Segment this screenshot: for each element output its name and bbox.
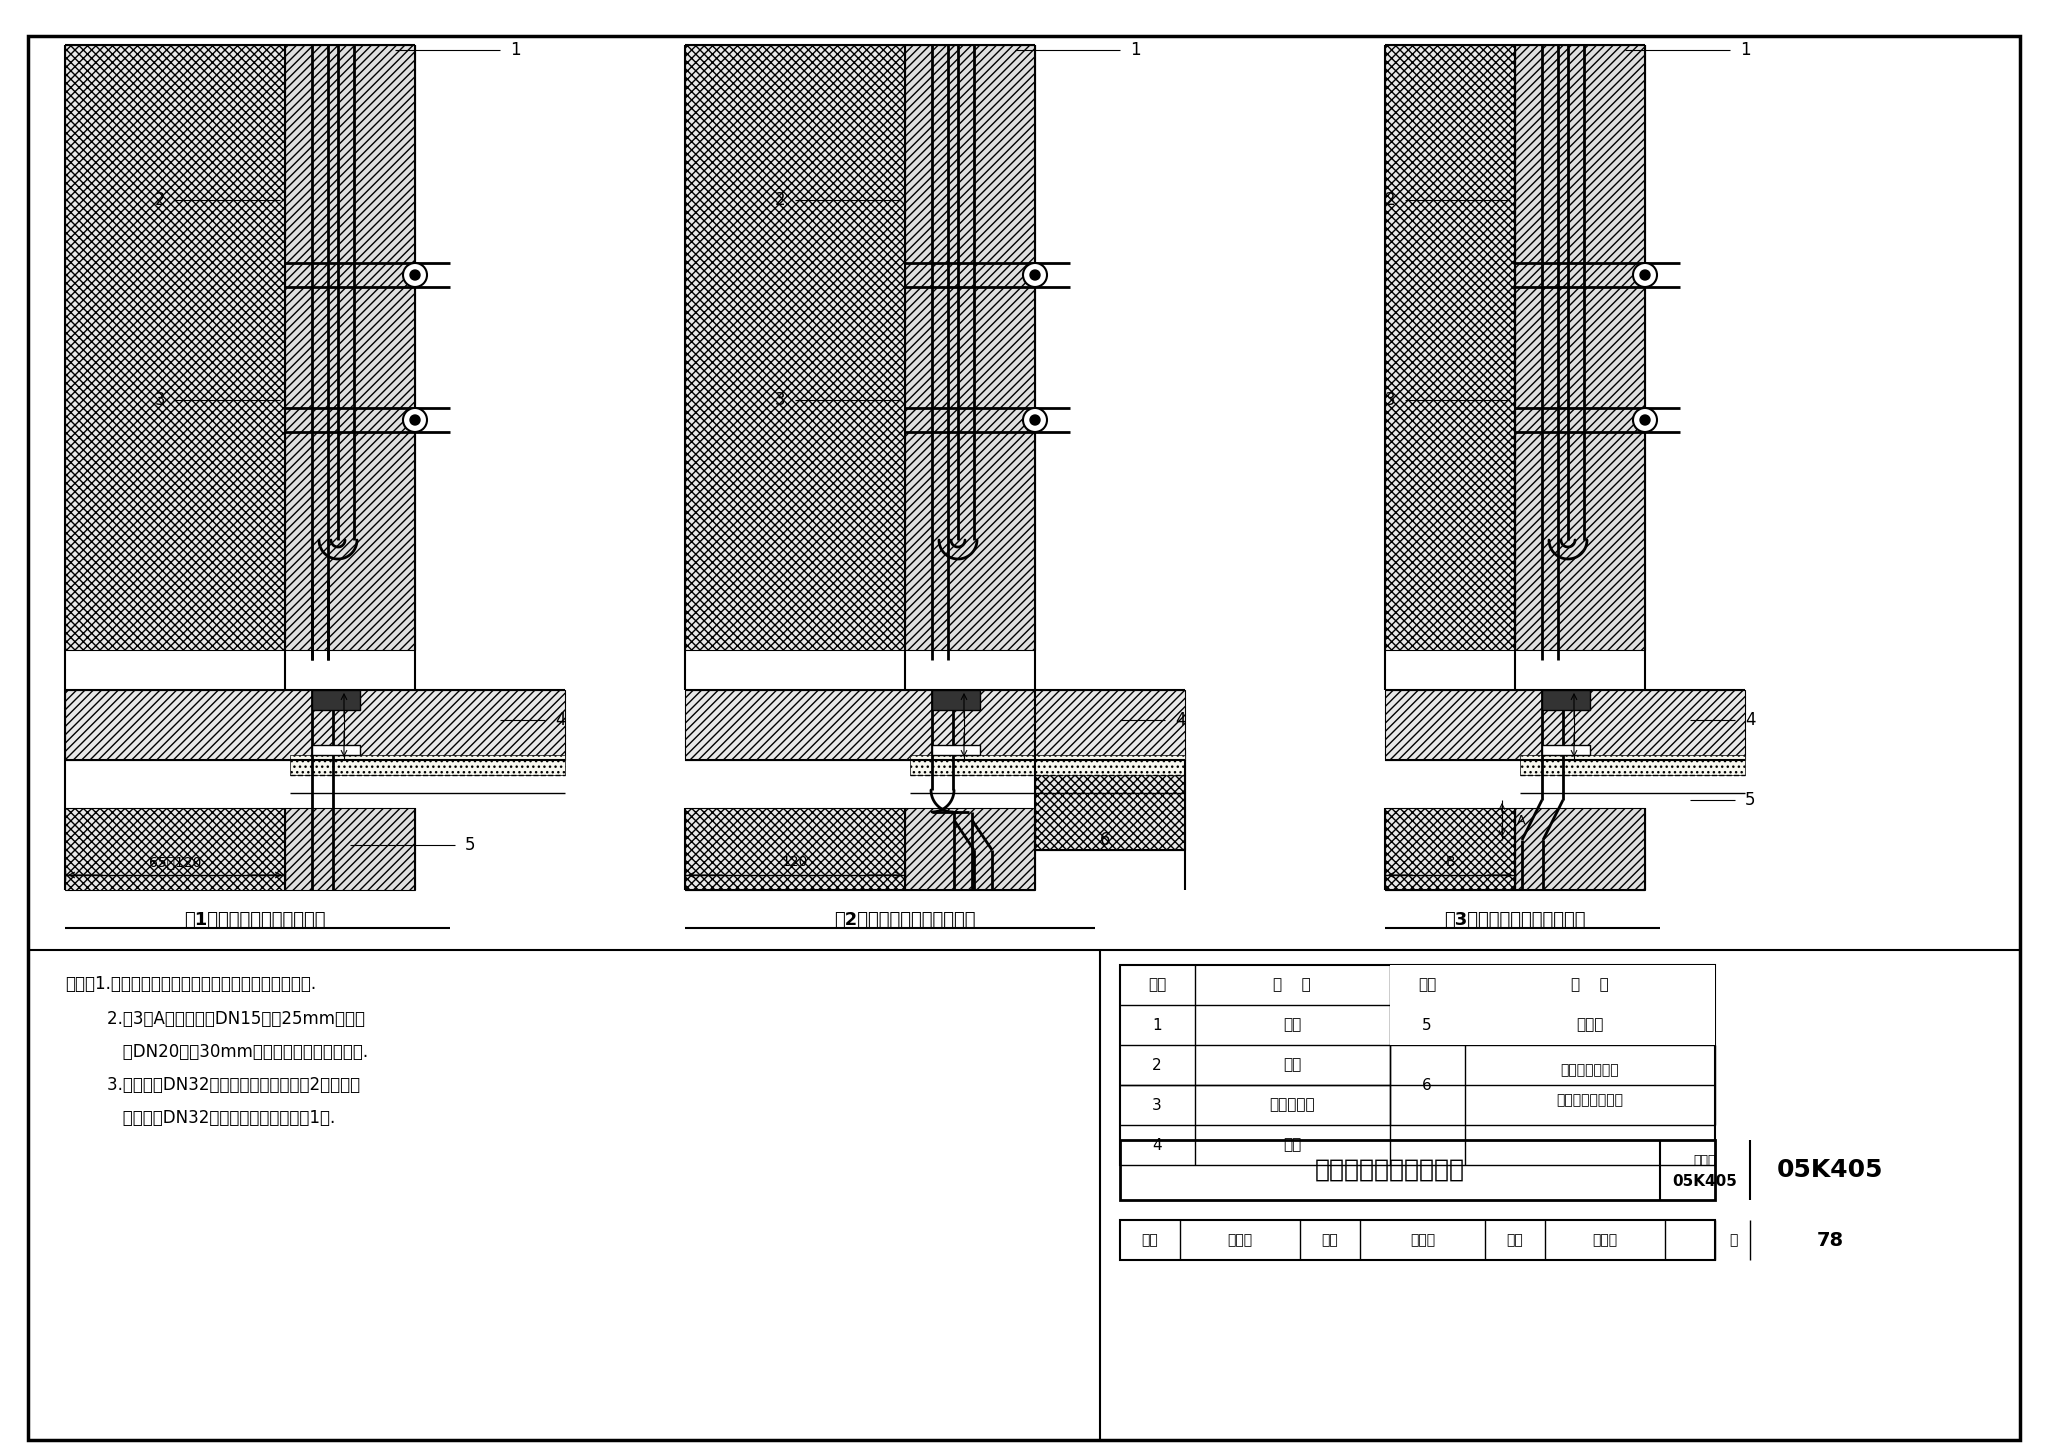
Text: 3: 3: [1153, 1098, 1161, 1112]
Text: 楼板: 楼板: [1282, 1137, 1300, 1153]
Text: 2.图3中A值：管径为DN15时取25mm，管径: 2.图3中A值：管径为DN15时取25mm，管径: [66, 1011, 365, 1028]
Text: 说明：1.当弯头处有热补偿要求时应采用褶套代替管件.: 说明：1.当弯头处有热补偿要求时应采用褶套代替管件.: [66, 974, 315, 993]
Text: 4: 4: [1176, 711, 1186, 729]
Bar: [1120, 1140, 1714, 1199]
Bar: [285, 807, 416, 890]
Text: 或聚氨酯现场发泡: 或聚氨酯现场发泡: [1556, 1093, 1624, 1106]
Text: 劳逸民: 劳逸民: [1411, 1233, 1436, 1247]
Circle shape: [1030, 415, 1040, 425]
Text: 2: 2: [774, 192, 784, 209]
Text: 1: 1: [1741, 41, 1751, 60]
Circle shape: [1632, 263, 1657, 287]
Circle shape: [1030, 270, 1040, 280]
Text: 4: 4: [1153, 1137, 1161, 1153]
Text: 校对: 校对: [1321, 1233, 1339, 1247]
Bar: [1516, 45, 1645, 650]
Circle shape: [410, 270, 420, 280]
Text: 3.管径小于DN32时穿楼板处套管大管径2号，管径: 3.管径小于DN32时穿楼板处套管大管径2号，管径: [66, 1076, 360, 1093]
Text: 3: 3: [1384, 391, 1395, 409]
Text: 胡建丽: 胡建丽: [1593, 1233, 1618, 1247]
Text: 4: 4: [555, 711, 565, 729]
Text: 页: 页: [1729, 1233, 1737, 1247]
Circle shape: [1640, 415, 1651, 425]
Bar: [311, 745, 360, 755]
Text: B: B: [1446, 855, 1454, 868]
Text: 图3：散热器与立管错位连接: 图3：散热器与立管错位连接: [1444, 910, 1585, 929]
Text: 为DN20时取30mm，必要时应考虑结构梁高.: 为DN20时取30mm，必要时应考虑结构梁高.: [66, 1043, 369, 1061]
Text: 3: 3: [774, 391, 784, 409]
Text: 1: 1: [1130, 41, 1141, 60]
Bar: [66, 690, 565, 759]
Text: 05K405: 05K405: [1778, 1159, 1884, 1182]
Text: 外墙外保温: 外墙外保温: [1270, 1098, 1315, 1112]
Text: 立管错位的散热器连接: 立管错位的散热器连接: [1315, 1159, 1464, 1182]
Bar: [1384, 807, 1516, 890]
Text: 饰面: 饰面: [1282, 1018, 1300, 1032]
Text: 120: 120: [782, 855, 809, 868]
Circle shape: [410, 415, 420, 425]
Text: 件号: 件号: [1417, 977, 1436, 993]
Bar: [1542, 690, 1589, 710]
Bar: [1384, 690, 1745, 759]
Circle shape: [403, 408, 426, 433]
Text: 同外墙保温材料: 同外墙保温材料: [1561, 1063, 1620, 1077]
Text: 4: 4: [1745, 711, 1755, 729]
Bar: [1391, 966, 1714, 1045]
Text: 05K405: 05K405: [1673, 1175, 1737, 1189]
Text: 图集号: 图集号: [1694, 1153, 1716, 1166]
Bar: [1034, 751, 1186, 849]
Bar: [905, 807, 1034, 890]
Bar: [291, 755, 565, 775]
Text: 1: 1: [510, 41, 520, 60]
Bar: [909, 755, 1186, 775]
Circle shape: [1024, 408, 1047, 433]
Bar: [905, 45, 1034, 650]
Text: 5: 5: [1745, 791, 1755, 809]
Text: 大于等于DN32时，套管直径大管径的1号.: 大于等于DN32时，套管直径大管径的1号.: [66, 1109, 336, 1127]
Text: 审核: 审核: [1141, 1233, 1159, 1247]
Text: 2: 2: [1153, 1057, 1161, 1073]
Bar: [1120, 1220, 1714, 1260]
Text: 6: 6: [1100, 831, 1110, 849]
Circle shape: [1632, 408, 1657, 433]
Text: 3: 3: [154, 391, 166, 409]
Text: 1: 1: [1153, 1018, 1161, 1032]
Text: 名    称: 名 称: [1571, 977, 1610, 993]
Circle shape: [1024, 263, 1047, 287]
Bar: [932, 745, 981, 755]
Text: A: A: [1518, 813, 1526, 826]
Bar: [311, 690, 360, 710]
Text: 件号: 件号: [1147, 977, 1165, 993]
Circle shape: [1640, 270, 1651, 280]
Text: 6: 6: [1421, 1077, 1432, 1092]
Text: 钢套管: 钢套管: [1577, 1018, 1604, 1032]
Text: 5: 5: [1421, 1018, 1432, 1032]
Bar: [1542, 745, 1589, 755]
Text: 5: 5: [465, 836, 475, 854]
Text: 墙体: 墙体: [1282, 1057, 1300, 1073]
Bar: [1516, 807, 1645, 890]
Text: 65～120: 65～120: [150, 855, 201, 868]
Text: 2: 2: [1384, 192, 1395, 209]
Bar: [684, 807, 905, 890]
Text: 2: 2: [154, 192, 166, 209]
Bar: [684, 690, 1186, 759]
Bar: [1384, 45, 1516, 650]
Bar: [66, 45, 285, 650]
Bar: [1520, 755, 1745, 775]
Text: 设计: 设计: [1507, 1233, 1524, 1247]
Bar: [684, 45, 905, 650]
Bar: [66, 807, 285, 890]
Text: 图1：散热器与立管错位连接: 图1：散热器与立管错位连接: [184, 910, 326, 929]
Bar: [932, 690, 981, 710]
Text: 图2：散热器与立管错位连接: 图2：散热器与立管错位连接: [834, 910, 975, 929]
Circle shape: [403, 263, 426, 287]
Text: 孙淑萍: 孙淑萍: [1227, 1233, 1253, 1247]
Bar: [1120, 966, 1714, 1165]
Bar: [285, 45, 416, 650]
Text: 78: 78: [1817, 1230, 1843, 1250]
Text: 名    称: 名 称: [1274, 977, 1311, 993]
